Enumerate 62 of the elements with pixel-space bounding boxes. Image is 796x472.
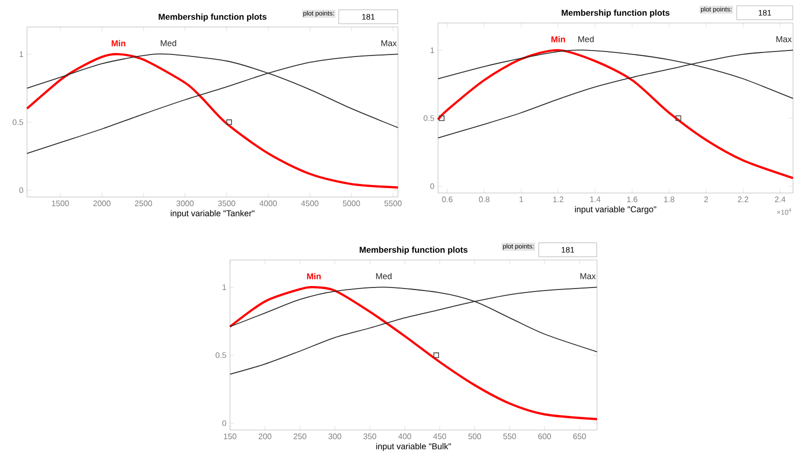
x-tick-label: 4500 [301,200,318,206]
x-tick-label: 2.2 [738,196,748,202]
line-series [230,286,598,375]
x-tick-label: 400 [398,434,412,440]
series-label: Max [776,36,792,42]
x-tick-label: 500 [468,434,482,440]
line-series [438,50,794,138]
x-tick-label: 650 [573,434,586,440]
series-label: Med [578,36,594,42]
line-series [26,54,398,154]
y-tick-label: 0 [19,187,24,194]
x-tick-label: 200 [258,434,272,440]
x-tick-label: 2500 [134,200,152,206]
y-tick-label: 1 [430,47,434,53]
x-axis-title: input variable "Tanker" [170,210,254,218]
line-series [228,286,598,420]
x-tick-label: 550 [503,434,516,440]
x-tick-label: 450 [433,434,446,440]
x-axis-title: input variable "Cargo" [575,206,656,214]
chart-title: Membership function plots [360,246,468,254]
x-tick-label: 4000 [260,200,277,206]
y-tick-label: 0.5 [12,119,24,126]
x-tick-label: 0.8 [478,196,490,202]
x-tick-label: 1.8 [664,196,674,202]
x-axis-title: input variable "Bulk" [376,443,451,451]
y-tick-label: 0 [430,183,434,190]
chart-title: Membership function plots [562,10,670,18]
x-tick-label: 5500 [384,200,402,206]
series-label: Med [376,272,392,280]
x-tick-label: 1.6 [627,196,638,202]
x-tick-label: 300 [328,434,342,440]
x-tick-label: 1.2 [553,196,564,202]
series-label: Min [112,40,126,46]
x-tick-label: 2.4 [774,196,786,202]
chart-title: Membership function plots [158,14,266,22]
y-tick-label: 1 [222,284,226,290]
text: 181 [562,246,574,253]
x-tick-label: 0.6 [442,196,452,202]
y-tick-label: 0 [222,420,226,426]
line-series [436,49,794,180]
x-tick-label: 2 [704,196,708,202]
x-tick-label: 600 [538,434,551,440]
text: 181 [362,14,375,20]
x-tick-label: 3000 [176,200,194,206]
series-label: Med [160,40,176,46]
x-tick-label: 1.4 [590,196,600,202]
text: 181 [758,10,772,16]
x-tick-label: 150 [224,434,236,440]
series-label: Min [551,36,565,42]
series-label: Min [307,273,321,280]
y-tick-label: 0.5 [424,115,434,122]
x-tick-label: 350 [363,434,376,440]
x-tick-label: 2000 [93,200,110,206]
y-tick-label: 0.5 [216,352,226,358]
x-tick-label: 5000 [342,200,360,206]
x-tick-label: 1500 [52,200,69,206]
series-label: Max [381,40,397,46]
series-label: Max [580,273,596,280]
x-tick-label: 3500 [218,200,236,206]
x-tick-label: 250 [294,434,306,440]
x-tick-label: 1 [520,196,524,202]
y-tick-label: 1 [20,51,24,57]
